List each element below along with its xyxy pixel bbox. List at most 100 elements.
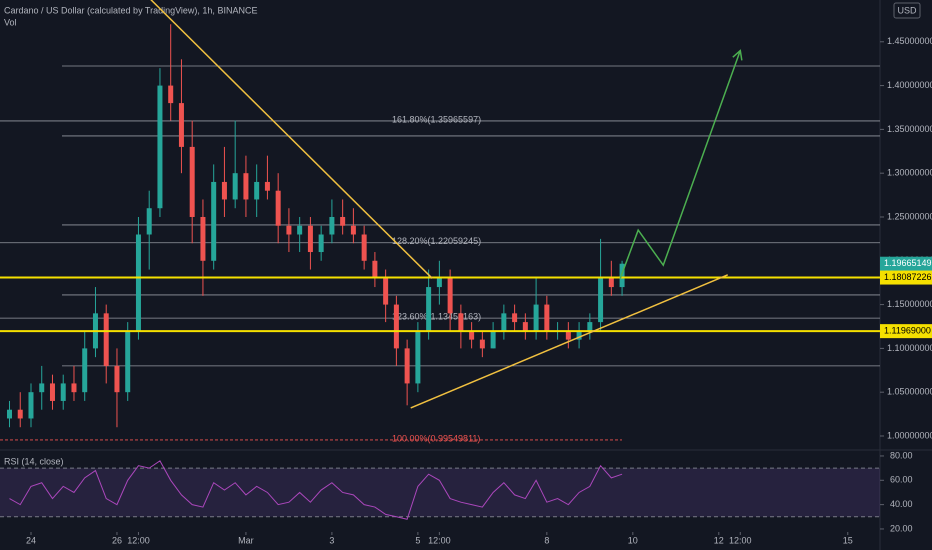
x-tick-label: 12:00 [127,535,150,545]
candle-body [383,278,389,305]
y-tick-label: 1.35000000 [887,124,932,134]
candle-body [533,304,539,331]
candle-body [286,225,292,235]
x-tick-label: 10 [628,535,638,545]
candle-body [598,278,604,323]
candle-body [39,383,45,393]
candle-body [544,304,550,331]
x-tick-label: 12:00 [428,535,451,545]
candle-body [587,322,593,331]
projection-path [619,50,741,279]
candle-body [565,330,571,340]
candle-body [189,146,195,217]
y-tick-label: 1.25000000 [887,211,932,221]
x-tick-label: Mar [238,535,254,545]
candle-body [17,409,23,419]
candle-body [576,330,582,340]
candle-body [361,234,367,261]
candle-body [49,383,55,401]
candle-body [608,278,614,288]
candle-body [458,313,464,331]
candle-body [71,383,77,393]
x-tick-label: 5 [415,535,420,545]
y-tick-label: 1.40000000 [887,80,932,90]
fib-label: 128.20%(1.22059245) [392,236,481,246]
candle-body [125,330,131,393]
candle-body [512,313,518,323]
x-tick-label: 26 [112,535,122,545]
rsi-tick-label: 60.00 [890,475,913,485]
y-tick-label: 1.10000000 [887,343,932,353]
price-tag [880,324,932,339]
currency[interactable]: USD [897,5,917,15]
candle-body [146,208,152,235]
candle-body [404,348,410,384]
candle-body [501,313,507,331]
candle-body [490,330,496,349]
price-tag-label: 1.19665149 [884,258,932,268]
candle-body [168,85,174,104]
candle-body [114,365,120,393]
candle-body [436,278,442,288]
candle-body [232,173,238,200]
candle-body [264,181,270,191]
x-tick-label: 8 [544,535,549,545]
candle-body [307,225,313,253]
projection-arrowhead [732,49,743,61]
price-tag-label: 1.11969000 [884,326,931,336]
candle-body [393,304,399,349]
price-tag-label: 1.18087226 [884,272,932,282]
candle-body [243,173,249,200]
candle-body [60,383,66,401]
candle-body [200,216,206,261]
trendline [150,0,433,279]
x-tick-label: 3 [329,535,334,545]
candle-body [221,181,227,200]
candle-body [340,216,346,226]
rsi-tick-label: 40.00 [890,499,913,509]
currency-box[interactable] [893,2,921,19]
rsi-line [9,460,623,520]
y-tick-label: 1.45000000 [887,36,932,46]
candle-body [157,85,163,209]
candle-body [372,260,378,279]
price-tag [880,270,932,285]
candle-body [329,216,335,235]
x-tick-label: 12 [714,535,724,545]
y-tick-label: 1.00000000 [887,430,932,440]
rsi-title: RSI (14, close) [4,456,64,466]
candle-body [103,313,109,366]
candle-body [415,330,421,384]
y-tick-label: 1.30000000 [887,168,932,178]
volume-label: Vol [4,17,17,27]
rsi-band [0,468,880,517]
fib-label: 123.60%(1.13456163) [392,311,481,321]
fib-label: 100.00%(0.99549811) [392,433,480,443]
trendline [410,274,729,409]
x-tick-label: 12:00 [729,535,752,545]
rsi-tick-label: 80.00 [890,450,913,460]
candle-body [6,409,12,419]
candle-body [82,348,88,393]
candle-body [297,225,303,235]
candle-body [28,392,34,419]
candle-body [479,339,485,349]
candle-body [318,234,324,253]
candle-body [469,330,475,340]
candle-body [447,278,453,314]
candle-body [522,322,528,331]
y-tick-label: 1.05000000 [887,387,932,397]
x-tick-label: 24 [26,535,36,545]
x-tick-label: 15 [843,535,853,545]
fib-label: 161.80%(1.35965597) [392,114,481,124]
candle-body [211,181,217,261]
candle-body [135,234,141,331]
candle-body [254,181,260,200]
candle-body [178,103,184,147]
candle-body [426,287,432,331]
chart-title: Cardano / US Dollar (calculated by Tradi… [4,5,257,15]
rsi-tick-label: 20.00 [890,523,913,533]
